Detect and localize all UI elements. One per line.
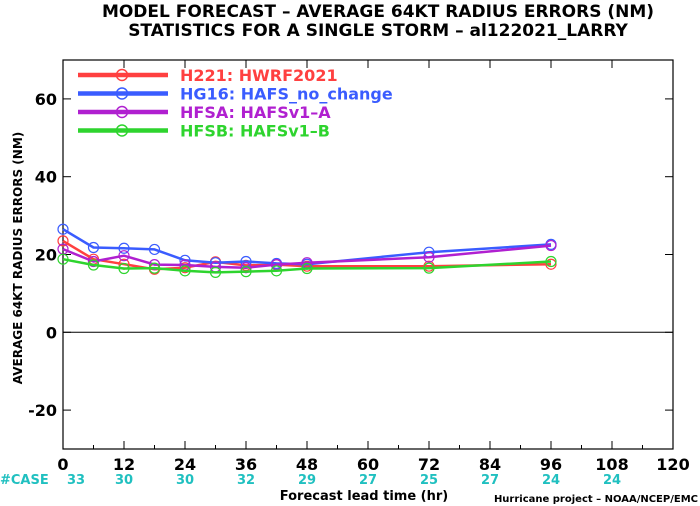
x-tick-label: 36 xyxy=(235,455,257,474)
y-tick-label: 40 xyxy=(35,168,57,187)
series-marker xyxy=(209,266,222,278)
legend-label: HFSA: HAFSv1–A xyxy=(180,103,331,122)
x-axis-label: Forecast lead time (hr) xyxy=(280,489,448,504)
chart-title: MODEL FORECAST – AVERAGE 64KT RADIUS ERR… xyxy=(102,2,654,22)
y-tick-label: -20 xyxy=(28,401,57,420)
y-tick-label: 20 xyxy=(35,246,57,265)
series-marker xyxy=(57,235,69,247)
series-marker xyxy=(57,253,69,265)
credit-text: Hurricane project – NOAA/NCEP/EMC xyxy=(494,494,698,505)
series-marker xyxy=(87,259,100,271)
case-count: 24 xyxy=(542,473,560,488)
x-tick-label: 60 xyxy=(357,455,379,474)
y-tick-label: 60 xyxy=(35,90,57,109)
case-count: 27 xyxy=(481,473,499,488)
case-count: 32 xyxy=(237,473,255,488)
case-label: #CASE xyxy=(0,473,49,488)
case-count: 30 xyxy=(115,473,133,488)
y-tick-label: 0 xyxy=(46,323,57,342)
chart-subtitle: STATISTICS FOR A SINGLE STORM – al122021… xyxy=(128,21,628,41)
x-tick-label: 120 xyxy=(656,455,689,474)
series-marker xyxy=(423,251,435,263)
series-marker xyxy=(148,259,161,271)
series-marker xyxy=(57,223,69,235)
series-layer xyxy=(57,223,557,278)
case-count: 24 xyxy=(603,473,621,488)
x-tick-label: 108 xyxy=(595,455,628,474)
legend-label: H221: HWRF2021 xyxy=(180,66,338,85)
x-tick-label: 96 xyxy=(540,455,562,474)
series-marker xyxy=(118,242,130,254)
x-tick-label: 72 xyxy=(418,455,440,474)
series-marker xyxy=(545,255,557,268)
legend-marker xyxy=(115,105,129,119)
series-marker xyxy=(179,262,191,274)
case-count: 30 xyxy=(176,473,194,488)
series-marker xyxy=(270,265,283,277)
legend-marker xyxy=(115,68,129,82)
series-marker xyxy=(179,265,191,277)
series-marker xyxy=(301,262,313,275)
case-count: 27 xyxy=(359,473,377,488)
case-counts: 33 30 30 32 29 27 25 27 24 24 xyxy=(67,473,621,488)
x-tick-label: 12 xyxy=(113,455,135,474)
series-marker xyxy=(545,239,557,252)
series-marker xyxy=(118,250,130,262)
legend-label: HG16: HAFS_no_change xyxy=(180,85,393,104)
x-tick-label: 0 xyxy=(57,455,68,474)
series-line xyxy=(62,257,552,274)
x-tick-label: 84 xyxy=(479,455,501,474)
y-axis-label: AVERAGE 64KT RADIUS ERRORS (NM) xyxy=(11,132,25,384)
series-marker xyxy=(423,262,435,274)
series-marker xyxy=(87,241,100,254)
x-tick-label: 24 xyxy=(174,455,196,474)
series-marker xyxy=(148,243,161,256)
case-count: 29 xyxy=(298,473,316,488)
case-count: 33 xyxy=(67,473,85,488)
x-tick-label: 48 xyxy=(296,455,318,474)
legend-marker xyxy=(115,87,129,100)
series-marker xyxy=(87,255,100,268)
series-marker xyxy=(118,262,130,275)
axes: -20 0 20 40 60 0 12 24 36 48 60 72 84 96 108 120 xyxy=(28,60,690,474)
series-marker xyxy=(240,266,252,278)
legend-marker xyxy=(115,124,129,137)
legend-label: HFSB: HAFSv1–B xyxy=(180,122,330,141)
series-marker xyxy=(148,262,161,274)
series-marker xyxy=(545,258,557,270)
case-count: 25 xyxy=(420,473,438,488)
